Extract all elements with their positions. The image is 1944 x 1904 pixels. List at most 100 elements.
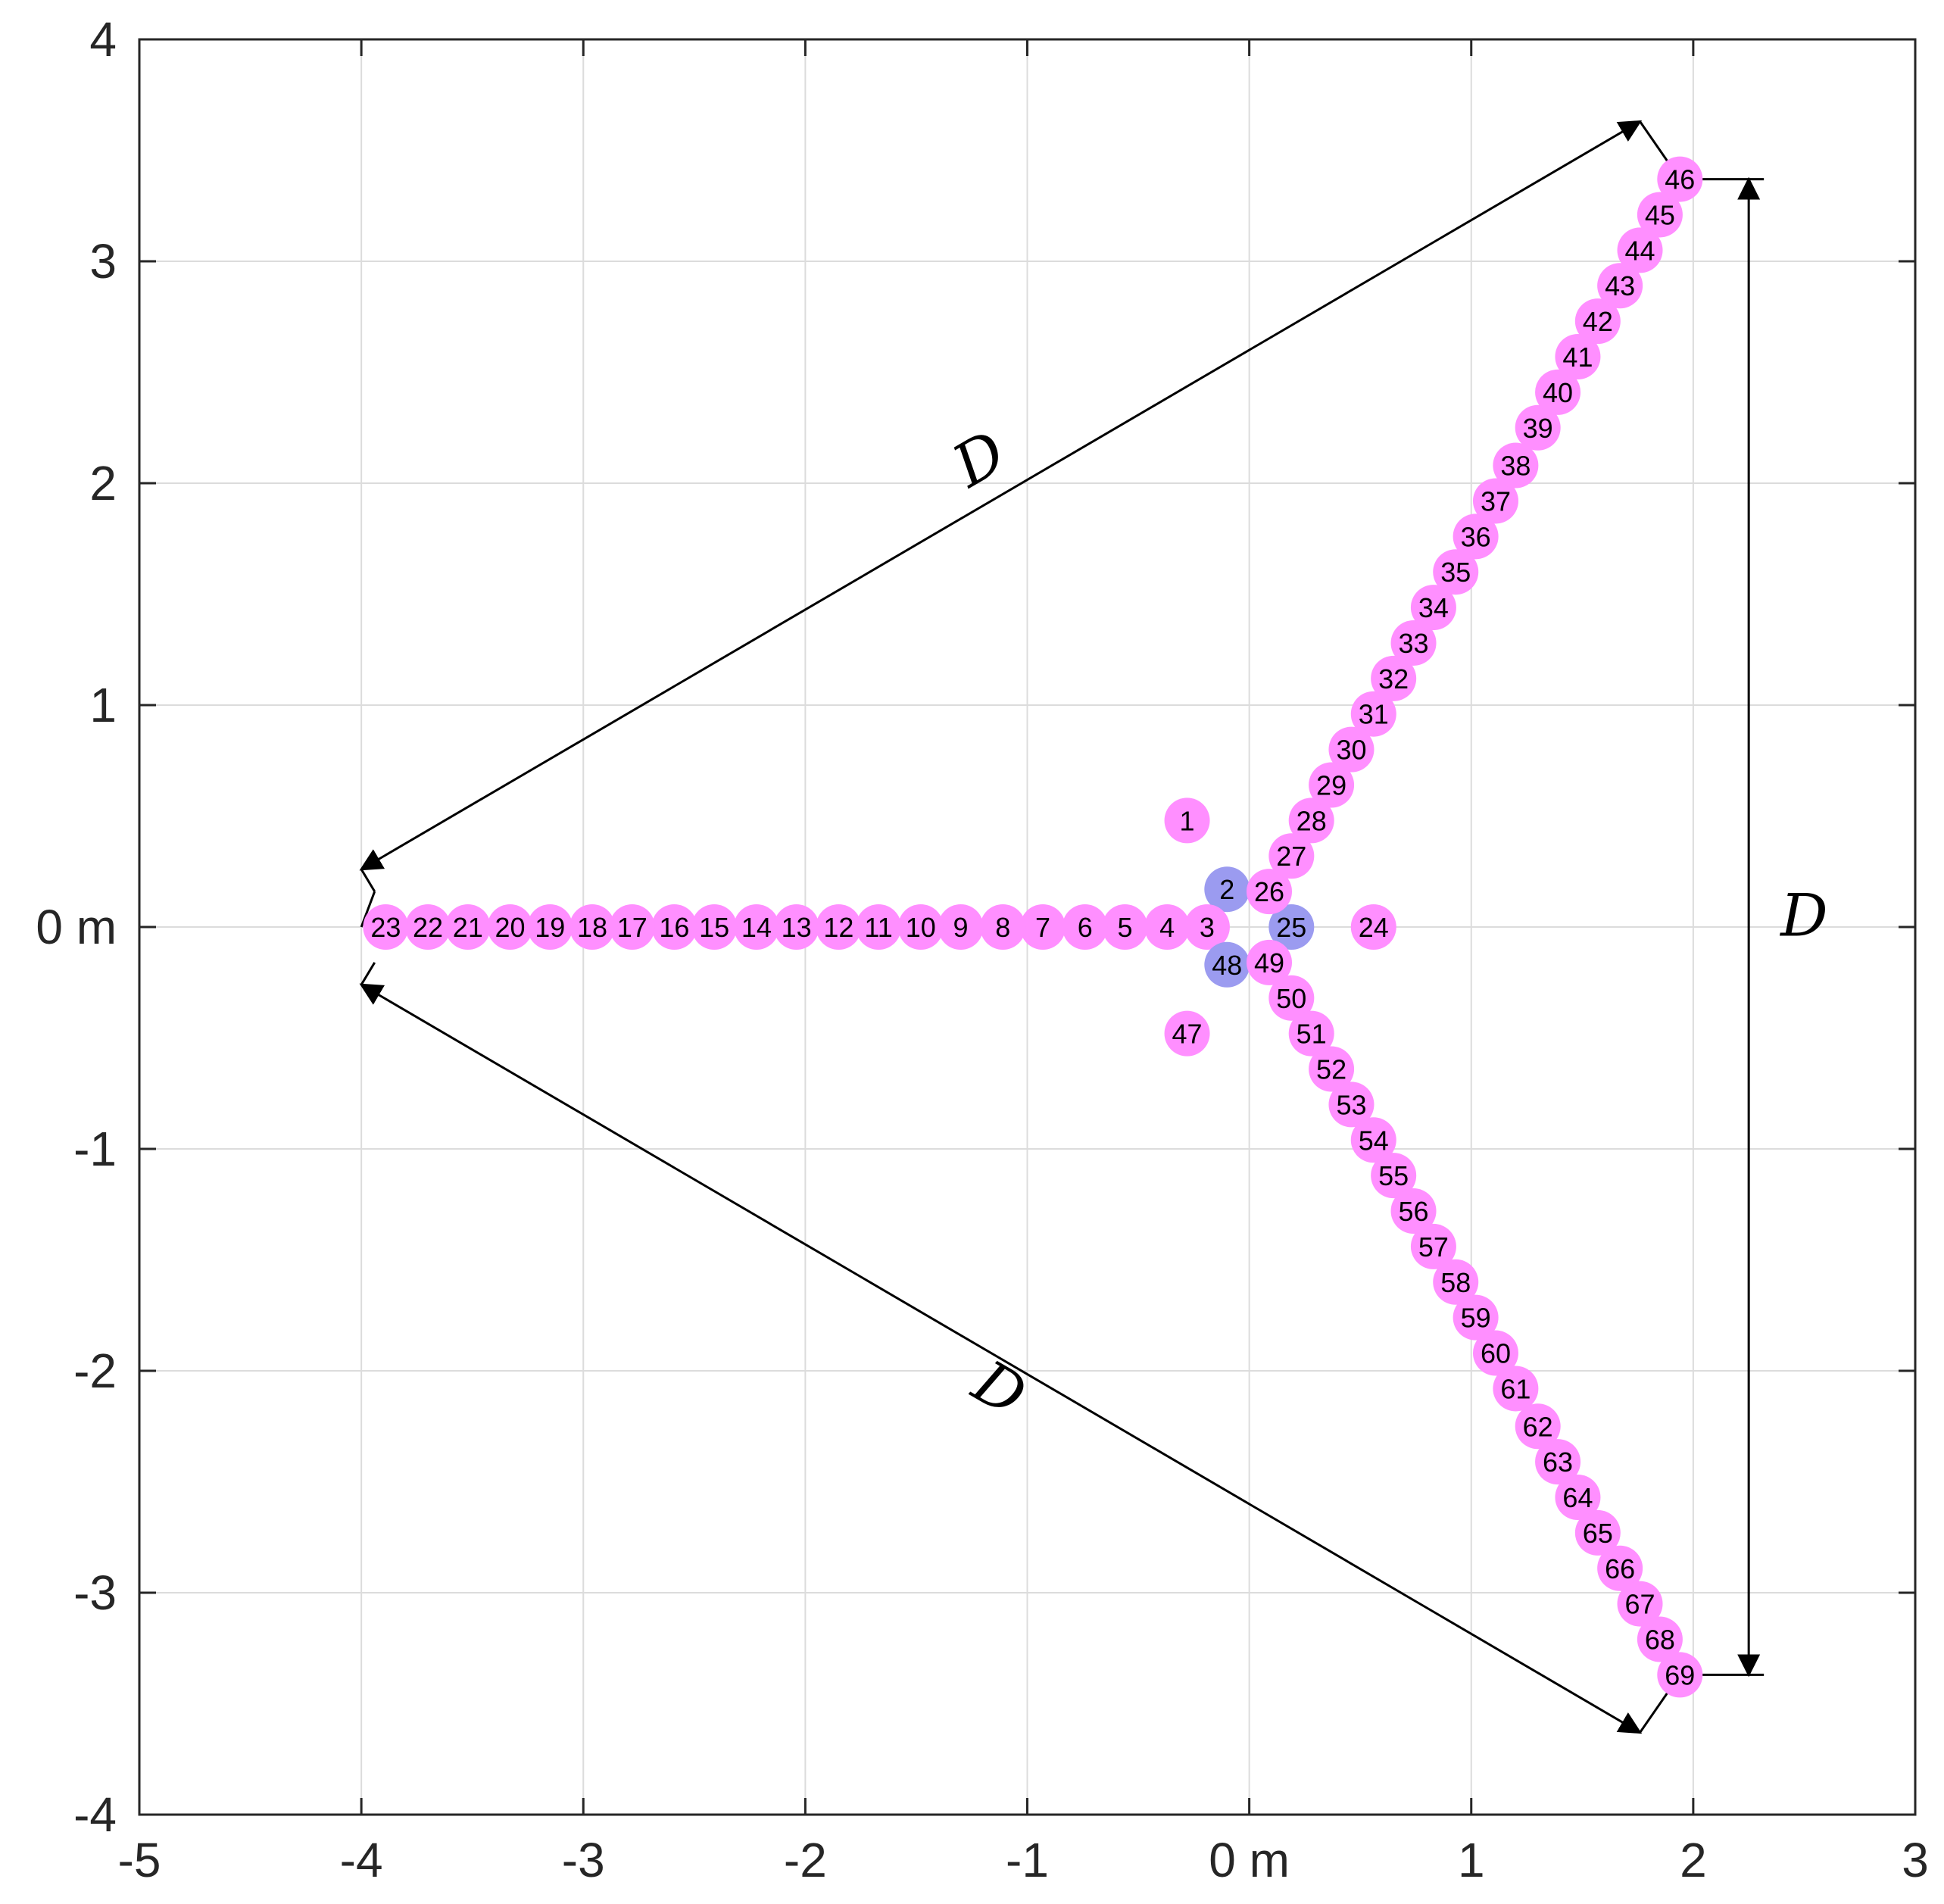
- point-marker: [1515, 404, 1561, 451]
- y-tick-label: -1: [73, 1122, 117, 1176]
- point-marker: [1020, 904, 1066, 950]
- point-label: 4: [1159, 912, 1175, 943]
- point-label: 25: [1276, 912, 1306, 943]
- point-label: 40: [1543, 377, 1573, 408]
- y-tick-label: 0 m: [36, 900, 117, 954]
- point-label: 23: [370, 912, 401, 943]
- point-marker: [938, 904, 984, 950]
- point-label: 63: [1543, 1447, 1573, 1478]
- point-marker: [1390, 620, 1437, 666]
- x-tick-label: 1: [1458, 1833, 1485, 1887]
- point-label: 6: [1078, 912, 1093, 943]
- point-marker: [1164, 1010, 1210, 1057]
- point-label: 58: [1440, 1267, 1471, 1298]
- point-label: 19: [535, 912, 565, 943]
- point-label: 8: [995, 912, 1010, 943]
- point-label: 38: [1500, 451, 1531, 482]
- point-marker: [1144, 904, 1190, 950]
- point-marker: [1555, 1475, 1601, 1521]
- point-marker: [1637, 192, 1683, 238]
- point-marker: [1268, 904, 1315, 950]
- point-label: 60: [1481, 1338, 1511, 1369]
- dimension-label: D: [960, 1347, 1037, 1431]
- point-label: 55: [1378, 1160, 1409, 1191]
- extension-line: [360, 962, 376, 985]
- point-marker: [569, 904, 615, 950]
- y-tick-label: 4: [89, 12, 117, 67]
- point-label: 2: [1219, 874, 1234, 905]
- point-marker: [1309, 762, 1355, 808]
- point-label: 13: [782, 912, 812, 943]
- point-marker: [405, 904, 451, 950]
- point-marker: [1453, 513, 1499, 560]
- x-tick-label: -2: [784, 1833, 827, 1887]
- point-label: 51: [1297, 1019, 1327, 1050]
- point-marker: [1574, 1509, 1621, 1556]
- point-marker: [1204, 866, 1250, 913]
- point-label: 17: [617, 912, 647, 943]
- point-marker: [1493, 1366, 1539, 1412]
- point-label: 5: [1117, 912, 1132, 943]
- point-marker: [1328, 1082, 1375, 1128]
- point-label: 42: [1583, 306, 1613, 337]
- point-marker: [1247, 869, 1293, 915]
- x-tick-label: 0 m: [1209, 1833, 1290, 1887]
- point-label: 48: [1212, 950, 1242, 981]
- point-label: 26: [1254, 876, 1284, 907]
- point-marker: [1288, 1010, 1334, 1057]
- point-label: 35: [1440, 557, 1471, 588]
- point-marker: [1247, 939, 1293, 985]
- point-label: 3: [1200, 912, 1215, 943]
- point-label: 52: [1316, 1054, 1346, 1085]
- point-marker: [1371, 655, 1417, 701]
- point-marker: [1597, 263, 1643, 309]
- point-marker: [363, 904, 409, 950]
- point-label: 24: [1359, 912, 1389, 943]
- point-label: 28: [1297, 805, 1327, 836]
- point-label: 53: [1336, 1089, 1366, 1120]
- point-label: 11: [864, 912, 892, 943]
- y-tick-label: -3: [73, 1565, 117, 1620]
- point-marker: [816, 904, 862, 950]
- point-marker: [1268, 975, 1315, 1021]
- point-label: 66: [1605, 1553, 1635, 1584]
- point-label: 69: [1665, 1659, 1695, 1690]
- point-label: 31: [1359, 699, 1389, 730]
- point-label: 33: [1399, 628, 1429, 659]
- point-label: 39: [1523, 413, 1553, 444]
- point-marker: [856, 904, 902, 950]
- point-label: 59: [1461, 1303, 1491, 1334]
- point-label: 54: [1359, 1125, 1389, 1156]
- point-label: 44: [1625, 235, 1655, 266]
- point-label: 15: [699, 912, 729, 943]
- point-marker: [1204, 941, 1250, 988]
- point-marker: [1574, 298, 1621, 345]
- point-marker: [1433, 1259, 1479, 1305]
- point-label: 57: [1418, 1231, 1449, 1263]
- point-marker: [609, 904, 655, 950]
- x-tick-label: 2: [1680, 1833, 1707, 1887]
- point-label: 14: [741, 912, 772, 943]
- dimension-arrow: [359, 120, 1643, 871]
- point-marker: [1410, 1223, 1456, 1269]
- point-marker: [1597, 1545, 1643, 1591]
- point-marker: [691, 904, 738, 950]
- point-label: 68: [1645, 1625, 1675, 1656]
- dimension-label: D: [1779, 882, 1828, 950]
- point-marker: [1453, 1294, 1499, 1341]
- y-tick-label: 1: [89, 678, 117, 732]
- point-label: 20: [495, 912, 525, 943]
- point-label: 43: [1605, 270, 1635, 301]
- point-label: 9: [953, 912, 969, 943]
- point-label: 30: [1336, 735, 1366, 766]
- point-label: 56: [1399, 1196, 1429, 1227]
- point-marker: [445, 904, 491, 950]
- point-label: 50: [1276, 983, 1306, 1014]
- point-label: 65: [1583, 1518, 1613, 1549]
- y-tick-label: 2: [89, 456, 117, 510]
- x-tick-label: -3: [562, 1833, 605, 1887]
- point-marker: [897, 904, 944, 950]
- y-tick-label: -4: [73, 1787, 117, 1842]
